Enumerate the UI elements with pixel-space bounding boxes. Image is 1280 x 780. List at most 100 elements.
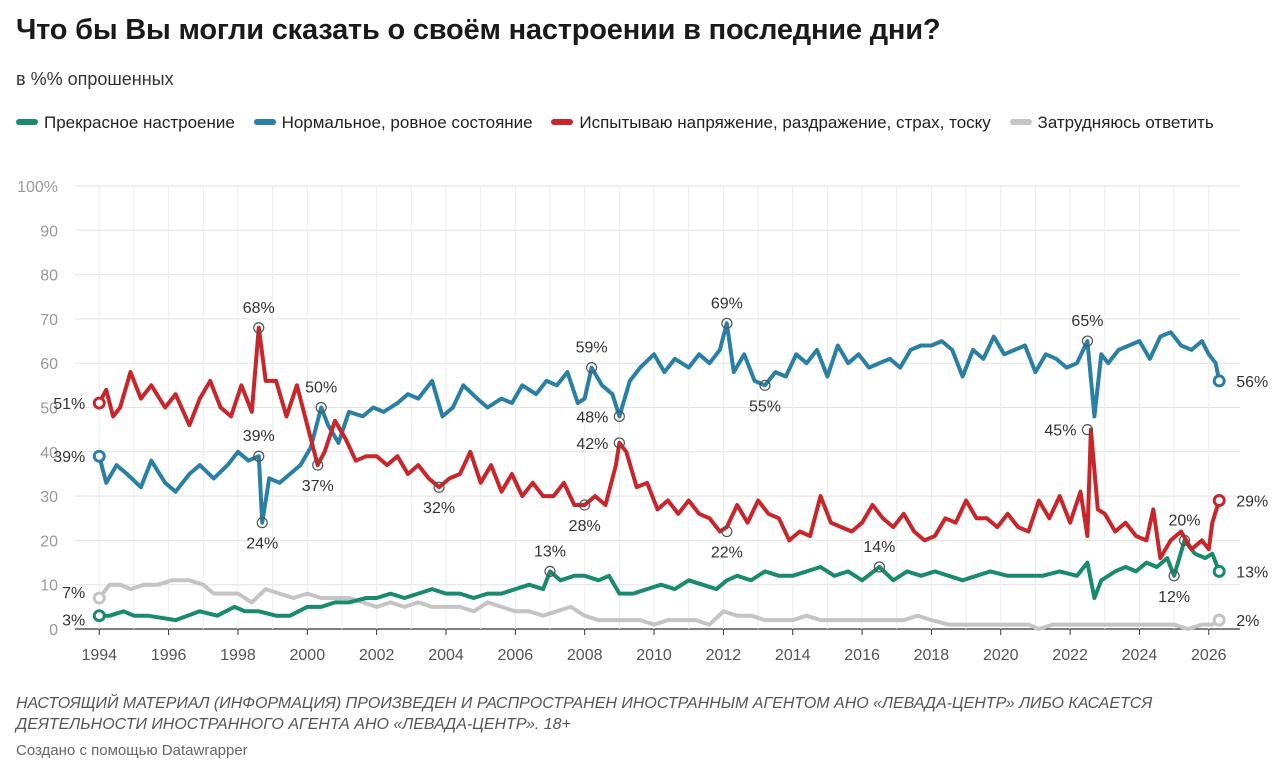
annotation-label: 22% [711, 545, 743, 562]
axes: 0 10 20 30 40 50 60 70 80 90 100% 1994 1996 1998 2000 2… [17, 179, 1227, 664]
legend-item-normal: Нормальное, ровное состояние [253, 110, 533, 136]
y-tick-label: 50 [40, 401, 58, 418]
start-label: 39% [53, 449, 85, 466]
y-tick-label: 60 [40, 356, 58, 373]
y-tick-label: 90 [40, 223, 58, 240]
legend-item-excellent: Прекрасное настроение [16, 110, 235, 136]
series-line [97, 325, 1222, 561]
x-tick-label: 2006 [498, 647, 534, 664]
disclaimer-note: НАСТОЯЩИЙ МАТЕРИАЛ (ИНФОРМАЦИЯ) ПРОИЗВЕД… [16, 695, 1153, 733]
x-tick-label: 2020 [983, 647, 1019, 664]
y-tick-label: 0 [49, 622, 58, 639]
annotation-label: 59% [576, 340, 608, 357]
x-tick-label: 2000 [290, 647, 326, 664]
annotation-label: 14% [863, 539, 895, 556]
y-tick-label: 80 [40, 268, 58, 285]
annotation-point [433, 481, 445, 493]
annotation-point [1178, 534, 1191, 546]
annotation-point [1081, 335, 1094, 347]
series-line [97, 578, 1222, 631]
credit-line: Создано с помощью Datawrapper [16, 742, 248, 759]
legend-swatch [253, 118, 276, 125]
start-label: 3% [62, 613, 85, 630]
annotation-label: 48% [576, 409, 608, 426]
end-label: 56% [1236, 374, 1268, 391]
annotation-point [544, 565, 556, 578]
annotation-label: 69% [711, 295, 743, 312]
x-tick-label: 2026 [1191, 647, 1227, 664]
end-label: 2% [1236, 613, 1259, 630]
start-point [92, 591, 106, 605]
legend: Прекрасное настроение Нормальное, ровное… [16, 110, 1236, 136]
annotation-label: 50% [305, 380, 337, 397]
data-labels: 3% 13% 39% 56% 51% 29% 7% 2% 13% 14% 12% 20% 39% 24% 5… [53, 295, 1268, 630]
annotation-point [586, 362, 598, 374]
annotation-label: 45% [1044, 423, 1076, 440]
annotation-point [613, 437, 625, 449]
annotation-label: 20% [1169, 512, 1201, 529]
y-tick-label: 70 [40, 312, 58, 329]
legend-item-tension: Испытываю напряжение, раздражение, страх… [551, 110, 991, 136]
x-tick-label: 2022 [1052, 647, 1088, 664]
series-line [97, 321, 1222, 525]
chart-subtitle: в %% опрошенных [16, 69, 174, 89]
end-point [1212, 613, 1226, 627]
chart-title: Что бы Вы могли сказать о своём настроен… [16, 14, 941, 46]
x-tick-label: 2004 [428, 647, 464, 664]
annotation-point [579, 499, 591, 511]
markers [92, 317, 1226, 627]
annotation-label: 39% [243, 428, 275, 445]
annotation-point [721, 525, 733, 538]
legend-label: Испытываю напряжение, раздражение, страх… [579, 113, 991, 132]
y-tick-label: 20 [40, 533, 58, 550]
end-point [1212, 374, 1226, 388]
x-tick-label: 2002 [359, 647, 395, 664]
x-tick-label: 2014 [775, 647, 811, 664]
legend-label: Нормальное, ровное состояние [281, 113, 533, 132]
annotation-point [613, 410, 625, 422]
grid [75, 185, 1240, 630]
start-label: 51% [53, 396, 85, 413]
start-label: 7% [62, 585, 85, 602]
annotation-point [253, 322, 265, 334]
x-tick-label: 1998 [220, 647, 256, 664]
legend-item-undecided: Затрудняюсь ответить [1009, 110, 1214, 136]
annotation-label: 65% [1071, 313, 1103, 330]
annotation-point [1081, 424, 1094, 436]
series-lines [97, 321, 1222, 631]
annotation-label: 24% [246, 536, 278, 553]
legend-swatch [551, 118, 574, 125]
start-point [92, 449, 106, 463]
annotation-point [256, 517, 268, 529]
annotation-point [873, 561, 886, 573]
annotation-point [253, 450, 265, 462]
end-point [1212, 564, 1226, 578]
y-tick-label: 40 [40, 445, 58, 462]
annotation-label: 13% [534, 543, 566, 560]
x-tick-label: 2008 [567, 647, 603, 664]
annotation-label: 32% [423, 500, 455, 517]
annotation-point [312, 459, 324, 471]
legend-label: Затрудняюсь ответить [1037, 113, 1214, 132]
annotation-point [1168, 570, 1180, 582]
legend-label: Прекрасное настроение [44, 113, 235, 132]
end-label: 13% [1236, 564, 1268, 581]
start-point [92, 609, 106, 623]
y-tick-label: 100% [17, 179, 58, 196]
annotation-point [759, 379, 771, 391]
legend-swatch [16, 118, 38, 125]
x-tick-label: 2016 [844, 647, 880, 664]
x-tick-label: 2012 [706, 647, 742, 664]
annotation-point [721, 317, 733, 329]
legend-swatch [1009, 118, 1032, 125]
x-tick-label: 2010 [636, 647, 672, 664]
x-tick-label: 1994 [81, 647, 117, 664]
annotation-point [315, 401, 327, 414]
x-tick-label: 2024 [1122, 647, 1158, 664]
annotation-label: 55% [749, 398, 781, 415]
series-line [97, 538, 1222, 623]
annotation-label: 68% [243, 300, 275, 317]
start-point [92, 396, 106, 410]
x-tick-label: 2018 [914, 647, 950, 664]
y-tick-label: 30 [40, 489, 58, 506]
